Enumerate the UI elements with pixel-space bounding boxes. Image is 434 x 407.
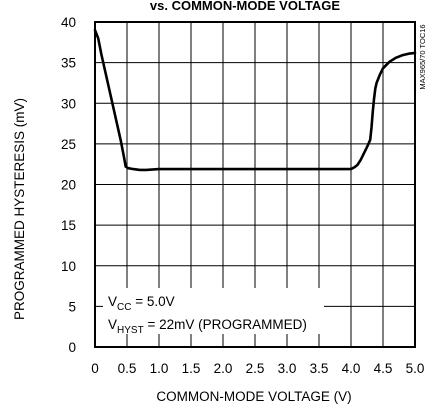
y-tick-label: 40 (61, 15, 76, 30)
plot-frame (94, 21, 416, 348)
grid (95, 22, 415, 347)
annotation-background (103, 288, 324, 334)
y-tick-label: 25 (61, 137, 76, 152)
chart-title: vs. COMMON-MODE VOLTAGE (150, 0, 341, 13)
y-tick-label: 10 (61, 259, 76, 274)
x-tick-label: 5.0 (406, 361, 425, 376)
x-tick-labels: 0 0.5 1.0 1.5 2.0 2.5 3.0 3.5 4.0 4.5 5.0 (91, 361, 424, 376)
x-tick-label: 2.0 (214, 361, 233, 376)
x-tick-label: 0 (91, 361, 99, 376)
x-tick-label: 2.5 (246, 361, 265, 376)
hysteresis-curve (93, 28, 417, 172)
y-tick-label: 20 (61, 178, 76, 193)
y-tick-label: 15 (61, 218, 76, 233)
x-tick-label: 4.5 (374, 361, 393, 376)
y-tick-label: 35 (61, 56, 76, 71)
vhyst-annotation: VHYST = 22mV (PROGRAMMED) (108, 317, 307, 336)
x-tick-label: 1.0 (150, 361, 169, 376)
y-tick-label: 0 (68, 340, 76, 355)
y-tick-labels: 0 5 10 15 20 25 30 35 40 (61, 15, 76, 355)
x-tick-label: 3.5 (310, 361, 329, 376)
x-axis-label: COMMON-MODE VOLTAGE (V) (156, 389, 351, 404)
x-tick-label: 4.0 (342, 361, 361, 376)
x-tick-label: 0.5 (118, 361, 137, 376)
x-tick-label: 3.0 (278, 361, 297, 376)
x-tick-label: 1.5 (182, 361, 201, 376)
y-tick-label: 30 (61, 96, 76, 111)
vcc-annotation: VCC = 5.0V (108, 294, 175, 313)
y-axis-label: PROGRAMMED HYSTERESIS (mV) (12, 98, 27, 320)
figure-code: MAX965/70 TOC16 (418, 24, 427, 89)
y-tick-label: 5 (68, 299, 76, 314)
